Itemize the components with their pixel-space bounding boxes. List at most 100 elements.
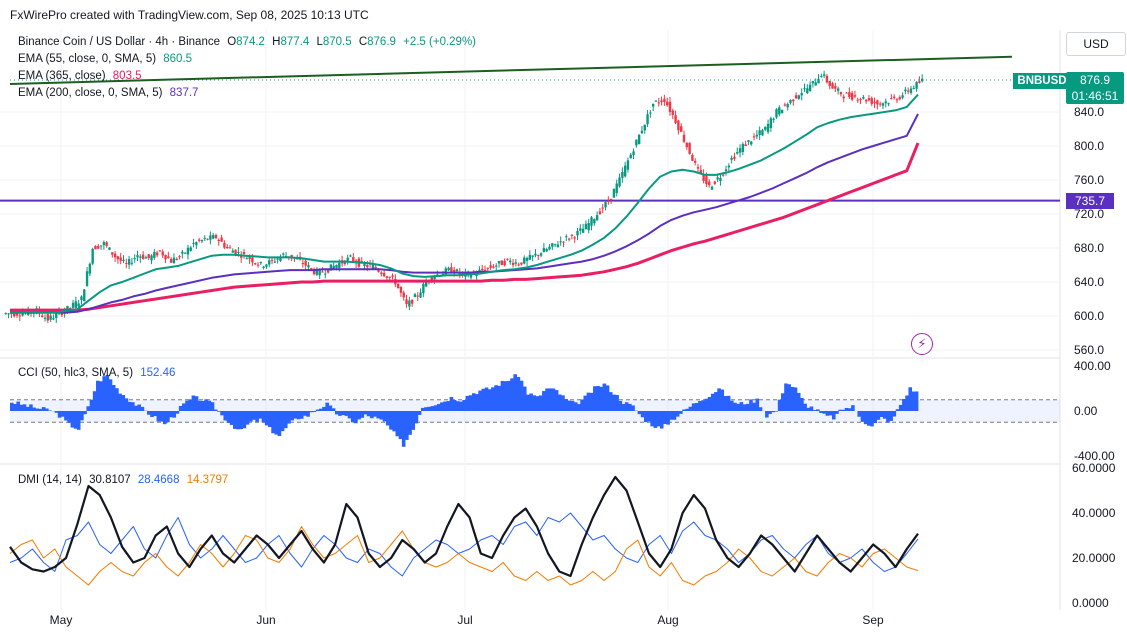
candle-body: [270, 259, 274, 261]
candle-body: [388, 276, 391, 278]
dmi-adx-value: 30.8107: [89, 474, 131, 486]
cci-bar: [526, 394, 530, 411]
candle-body: [783, 104, 787, 106]
cci-bar: [513, 374, 517, 411]
cci-bar: [204, 399, 208, 411]
ohlc-change: +2.5 (+0.29%): [403, 36, 477, 48]
cci-bar: [867, 411, 871, 426]
candle-body: [836, 88, 840, 91]
cci-bar: [758, 407, 763, 411]
cci-bar: [624, 402, 629, 411]
candle-body: [52, 318, 55, 320]
cci-bar: [522, 386, 527, 411]
cci-bar: [207, 400, 212, 411]
candle-body: [18, 315, 22, 317]
candle-body: [906, 90, 910, 92]
cci-bar: [401, 411, 406, 447]
cci-bar: [194, 396, 199, 411]
cci-bar: [720, 389, 725, 411]
candle-body: [688, 142, 691, 154]
currency-button[interactable]: USD: [1066, 32, 1126, 56]
candle-body: [495, 265, 498, 267]
cci-bar: [784, 383, 788, 411]
candle-body: [326, 269, 330, 273]
dmi-plus-value: 28.4668: [137, 474, 180, 486]
candle-body: [268, 260, 271, 265]
candle-body: [105, 242, 108, 246]
cci-bar: [532, 395, 537, 411]
candle-body: [200, 240, 204, 242]
candle-body: [632, 151, 635, 156]
candle-body: [234, 249, 237, 255]
cci-bar: [481, 388, 486, 411]
cci-bar: [468, 395, 473, 411]
candle-body: [593, 219, 596, 224]
candle-body: [248, 256, 251, 260]
cci-bar: [863, 411, 868, 425]
candle-body: [570, 234, 574, 236]
cci-bar: [239, 411, 243, 430]
cci-bar: [835, 411, 839, 414]
candle-body: [800, 93, 803, 96]
candle-body: [94, 246, 97, 250]
cci-bar: [159, 411, 164, 422]
candle-body: [237, 251, 240, 253]
cci-bar: [363, 411, 368, 415]
cci-bar: [433, 405, 438, 411]
candle-body: [702, 174, 705, 182]
price-tick-label: 600.0: [1074, 309, 1104, 323]
cci-bar: [309, 411, 314, 413]
candle-body: [139, 256, 142, 258]
candle-body: [654, 100, 658, 102]
cci-bar: [217, 411, 221, 412]
candle-body: [155, 252, 159, 256]
dmi-label: DMI (14, 14): [18, 474, 82, 486]
cci-bar: [669, 411, 674, 420]
cci-bar: [647, 411, 651, 422]
cci-bar: [889, 411, 893, 421]
candle-body: [542, 248, 546, 253]
cci-bar: [452, 400, 457, 411]
cci-bar: [115, 388, 119, 411]
cci-bar: [121, 395, 126, 411]
candle-body: [335, 264, 338, 268]
candle-body: [312, 270, 316, 275]
candle-body: [595, 215, 599, 221]
candle-body: [150, 255, 153, 261]
candle-body: [820, 76, 823, 78]
cci-bar: [131, 402, 135, 411]
candle-body: [380, 272, 383, 275]
cci-bar: [328, 405, 333, 411]
candle-body: [901, 95, 904, 98]
cci-tick-label: -400.00: [1074, 449, 1115, 463]
cci-bar: [325, 402, 329, 411]
candle-body: [251, 257, 254, 263]
candle-body: [130, 262, 134, 264]
candle-body: [887, 103, 890, 105]
time-tick-label: Sep: [862, 613, 884, 627]
candle-body: [282, 253, 285, 255]
cci-label: CCI (50, hlc3, SMA, 5): [18, 367, 134, 379]
candle-body: [97, 246, 100, 249]
candle-body: [192, 242, 195, 244]
candle-body: [691, 154, 694, 161]
candle-body: [43, 317, 47, 319]
cci-bar: [870, 411, 874, 427]
candle-body: [604, 202, 607, 208]
candle-body: [240, 255, 243, 258]
candle-body: [13, 312, 16, 317]
cci-bar: [261, 411, 266, 423]
candle-body: [402, 292, 405, 298]
cci-bar: [567, 400, 572, 411]
candle-body: [864, 99, 868, 102]
candle-body: [228, 247, 232, 249]
candle-body: [584, 223, 588, 230]
cci-bar: [430, 406, 435, 411]
cci-bar: [599, 386, 603, 411]
ema365-value: 803.5: [112, 70, 142, 82]
dmi-minus-line: [9, 526, 919, 586]
cci-bar: [73, 411, 78, 429]
lightning-icon[interactable]: ⚡︎: [911, 333, 933, 355]
cci-bar: [99, 381, 103, 411]
cci-bar: [360, 411, 365, 418]
